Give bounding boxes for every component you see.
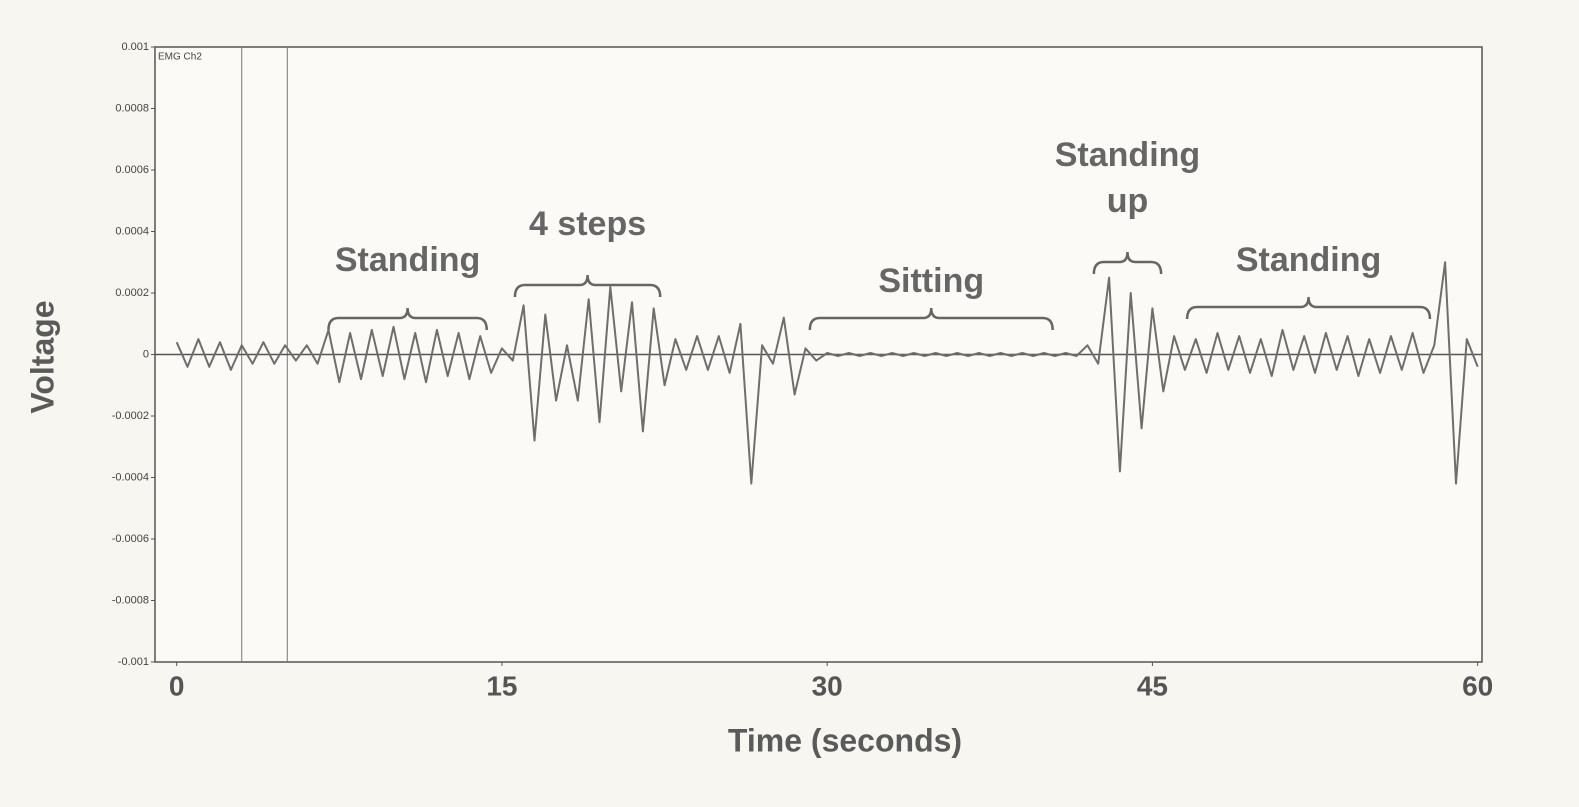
annotation-bracket [1092, 251, 1163, 275]
y-tick-label: 0 [143, 348, 149, 360]
x-tick-label: 0 [169, 670, 185, 701]
annotation-text: Standing [335, 241, 480, 279]
annotation-text: Sitting [878, 262, 984, 300]
x-tick-label: 30 [812, 670, 843, 701]
x-tick-label: 45 [1137, 670, 1168, 701]
annotation-bracket [513, 274, 662, 298]
channel-label: EMG Ch2 [158, 52, 202, 63]
annotation-text: Standing [1055, 136, 1200, 174]
annotation-text: Standing [1236, 241, 1381, 279]
y-tick-label: 0.0006 [115, 164, 149, 176]
signal-line [175, 261, 1479, 485]
y-tick-label: 0.0008 [115, 102, 149, 114]
y-tick-label: -0.001 [118, 656, 149, 668]
y-tick-label: 0.001 [121, 41, 149, 53]
annotation-text: 4 steps [529, 205, 646, 243]
y-tick-label: -0.0004 [112, 471, 149, 483]
x-axis-label: Time (seconds) [728, 722, 962, 758]
y-tick-label: -0.0008 [112, 594, 149, 606]
annotation-bracket [808, 307, 1054, 331]
y-tick-label: 0.0004 [115, 225, 149, 237]
x-tick-label: 60 [1462, 670, 1493, 701]
y-axis-label: Voltage [24, 300, 60, 413]
x-tick-label: 15 [486, 670, 517, 701]
annotation-bracket [1185, 296, 1432, 320]
y-tick-label: -0.0002 [112, 410, 149, 422]
annotation-text: up [1107, 182, 1149, 220]
y-tick-label: 0.0002 [115, 287, 149, 299]
annotation-bracket [327, 307, 488, 331]
y-tick-label: -0.0006 [112, 533, 149, 545]
